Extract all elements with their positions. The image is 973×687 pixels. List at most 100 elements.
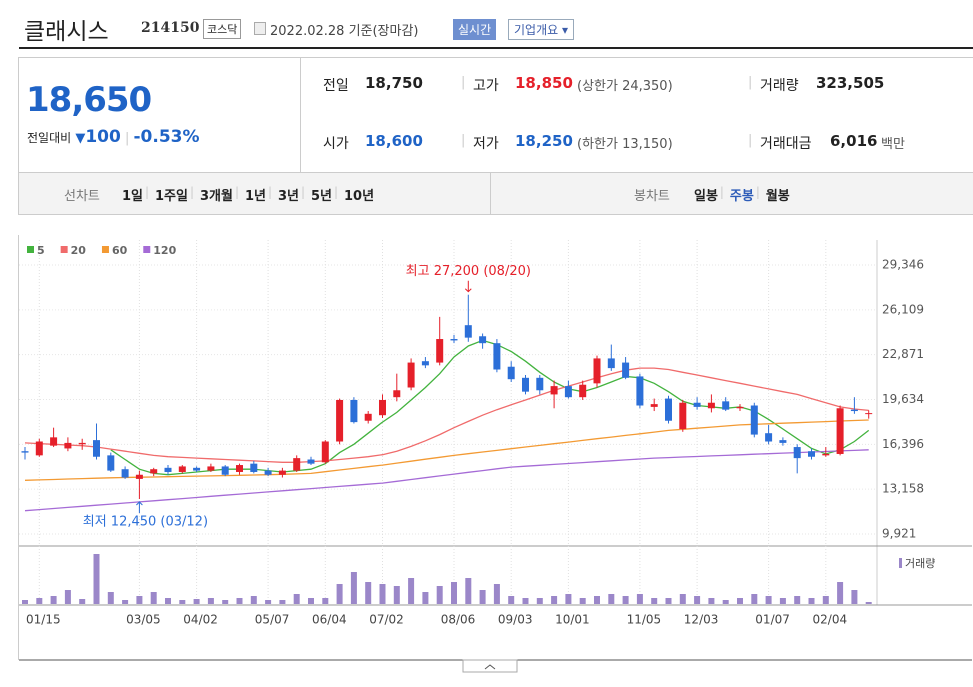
candle-body bbox=[107, 455, 115, 471]
volume-bar bbox=[808, 598, 815, 604]
y-tick-label: 9,921 bbox=[882, 527, 916, 541]
period-tab[interactable]: 1일 bbox=[122, 189, 144, 204]
item-note: (상한가 24,350) bbox=[577, 79, 673, 94]
candle-period-tab[interactable]: 일봉 bbox=[694, 189, 718, 204]
volume-bar bbox=[50, 596, 57, 604]
volume-bar bbox=[636, 594, 643, 604]
separator: | bbox=[748, 133, 753, 148]
candle-period-tab[interactable]: 월봉 bbox=[765, 189, 790, 204]
period-tab[interactable]: 10년 bbox=[344, 189, 375, 204]
item-label: 고가 bbox=[473, 78, 499, 94]
volume-bar bbox=[250, 596, 257, 604]
x-tick-label: 09/03 bbox=[498, 613, 533, 627]
y-tick-label: 16,396 bbox=[882, 437, 924, 451]
realtime-button[interactable]: 실시간 bbox=[453, 19, 497, 40]
candle-body bbox=[464, 325, 472, 338]
separator: | bbox=[748, 75, 753, 90]
candle-body bbox=[236, 465, 243, 472]
calendar-icon bbox=[254, 22, 266, 35]
change: 100 bbox=[85, 127, 121, 147]
volume-bar bbox=[350, 572, 357, 604]
x-tick-label: 02/04 bbox=[813, 613, 848, 627]
separator: | bbox=[189, 185, 195, 199]
volume-bar bbox=[522, 598, 529, 604]
volume-bar bbox=[579, 598, 586, 604]
candle-period-tab[interactable]: 주봉 bbox=[729, 189, 754, 204]
period-tab[interactable]: 3년 bbox=[277, 189, 299, 204]
volume-bar bbox=[694, 596, 701, 604]
candle-body bbox=[765, 433, 773, 442]
legend-label: 20 bbox=[71, 244, 87, 257]
candle-body bbox=[736, 406, 744, 409]
candle-body bbox=[850, 409, 858, 412]
period-tab[interactable]: 1주일 bbox=[155, 189, 188, 204]
volume-bar bbox=[64, 590, 71, 604]
volume-bar bbox=[508, 596, 515, 604]
candle-body bbox=[364, 413, 372, 421]
collapse-button[interactable] bbox=[462, 659, 518, 673]
volume-bar bbox=[594, 596, 600, 604]
separator: | bbox=[755, 185, 760, 199]
separator: | bbox=[267, 185, 273, 199]
legend-label: 5 bbox=[37, 244, 45, 257]
y-tick-label: 26,109 bbox=[882, 302, 924, 316]
legend-label: 120 bbox=[153, 244, 176, 257]
period-tab[interactable]: 3개월 bbox=[199, 189, 233, 204]
moving-average-line bbox=[24, 367, 869, 463]
candle-body bbox=[379, 399, 386, 416]
candle-body bbox=[207, 466, 215, 471]
candle-body bbox=[393, 390, 401, 398]
company-info-label: 기업개요 bbox=[514, 23, 559, 37]
volume-bar bbox=[93, 554, 100, 604]
volume-bar bbox=[365, 582, 372, 604]
low-annotation: 최저 12,450 (03/12) bbox=[83, 514, 208, 529]
moving-average-line bbox=[24, 419, 869, 481]
candle-body bbox=[665, 398, 672, 421]
volume-bar bbox=[722, 600, 729, 604]
candle-body bbox=[336, 399, 344, 442]
header-rule bbox=[19, 47, 973, 49]
volume-bar bbox=[422, 592, 429, 604]
down-arrow: ▼ bbox=[75, 131, 86, 146]
item-value: 18,750 bbox=[365, 74, 423, 92]
volume-bar bbox=[107, 592, 114, 604]
candle-body bbox=[250, 463, 258, 472]
candle-body bbox=[779, 440, 787, 443]
company-info-button[interactable]: 기업개요 ▾ bbox=[508, 19, 575, 40]
volume-bar bbox=[679, 594, 686, 604]
separator: | bbox=[461, 133, 466, 148]
candle-body bbox=[436, 339, 444, 363]
candle-body bbox=[164, 467, 172, 472]
volume-bar bbox=[308, 598, 314, 604]
volume-bar bbox=[608, 594, 615, 604]
item-label: 전일 bbox=[323, 78, 349, 94]
candle-body bbox=[650, 404, 658, 407]
separator: | bbox=[461, 75, 466, 90]
candle-body bbox=[64, 442, 72, 449]
low-arrow bbox=[136, 501, 143, 513]
candle-body bbox=[50, 437, 58, 446]
y-tick-label: 29,346 bbox=[882, 258, 924, 272]
candle-body bbox=[321, 441, 329, 463]
candle-body bbox=[293, 458, 301, 471]
x-tick-label: 01/15 bbox=[26, 613, 61, 627]
x-tick-label: 06/04 bbox=[312, 613, 347, 627]
period-tab[interactable]: 5년 bbox=[310, 189, 332, 204]
volume-bar bbox=[22, 600, 28, 604]
divider bbox=[490, 173, 491, 214]
collapse-icon bbox=[484, 664, 496, 670]
candle-body bbox=[78, 442, 86, 445]
candle-body bbox=[135, 474, 143, 479]
stock-name: 클래시스 bbox=[24, 19, 109, 45]
candle-body bbox=[865, 413, 873, 415]
period-tab[interactable]: 1년 bbox=[244, 189, 266, 204]
item-label: 거래대금 bbox=[760, 136, 812, 152]
candle-body bbox=[722, 401, 730, 410]
volume-bar bbox=[436, 586, 443, 604]
item-value: 6,016 bbox=[830, 132, 878, 150]
candle-body bbox=[93, 440, 100, 457]
volume-bar bbox=[779, 598, 786, 604]
x-tick-label: 04/02 bbox=[183, 613, 218, 627]
candle-body bbox=[636, 376, 644, 406]
item-value: 18,600 bbox=[365, 132, 423, 150]
